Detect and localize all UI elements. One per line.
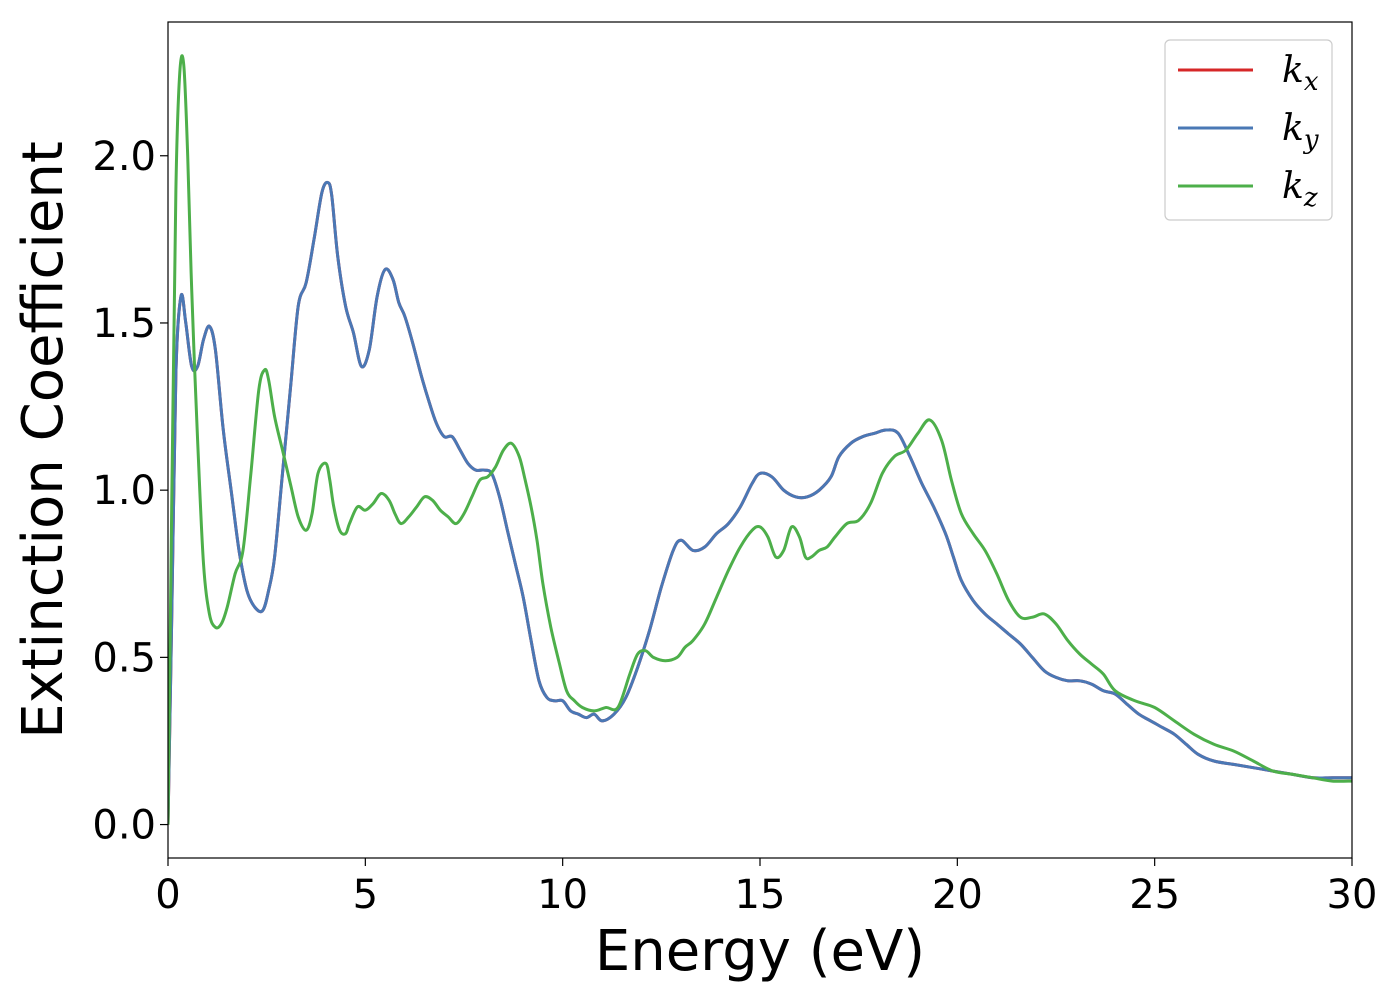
y-tick-label: 0.5 xyxy=(92,635,156,681)
plot-area xyxy=(167,21,1353,859)
series-group xyxy=(168,54,1352,825)
legend-label-subscript: z xyxy=(1303,183,1318,213)
x-tick-label: 0 xyxy=(155,872,180,918)
y-tick-label: 1.0 xyxy=(92,468,156,514)
x-axis-title: Energy (eV) xyxy=(595,919,925,984)
series-line-k-z xyxy=(168,54,1352,825)
x-axis: 0 5 10 15 20 25 30 xyxy=(155,858,1377,918)
legend-label-subscript: y xyxy=(1303,125,1319,155)
legend-label: kz xyxy=(1282,166,1318,213)
y-tick-label: 0.0 xyxy=(92,803,156,849)
x-tick-label: 30 xyxy=(1327,872,1378,918)
x-tick-label: 10 xyxy=(537,872,588,918)
x-tick-label: 20 xyxy=(932,872,983,918)
y-axis: 0.0 0.5 1.0 1.5 2.0 xyxy=(92,134,168,849)
plot-background xyxy=(168,22,1352,858)
x-tick-label: 5 xyxy=(353,872,378,918)
legend-label-base: k xyxy=(1282,166,1304,207)
legend-label-base: k xyxy=(1282,108,1304,149)
legend-label-subscript: x xyxy=(1304,67,1319,97)
x-tick-label: 25 xyxy=(1129,872,1180,918)
legend-label-base: k xyxy=(1282,50,1304,91)
y-tick-label: 1.5 xyxy=(92,301,156,347)
series-line-k-y xyxy=(168,180,1352,825)
legend-label: kx xyxy=(1282,50,1319,97)
x-tick-label: 15 xyxy=(735,872,786,918)
y-tick-label: 2.0 xyxy=(92,134,156,180)
legend-box xyxy=(1164,39,1333,221)
legend-label: ky xyxy=(1282,108,1319,155)
y-axis-title: Extinction Coefficient xyxy=(11,141,76,739)
